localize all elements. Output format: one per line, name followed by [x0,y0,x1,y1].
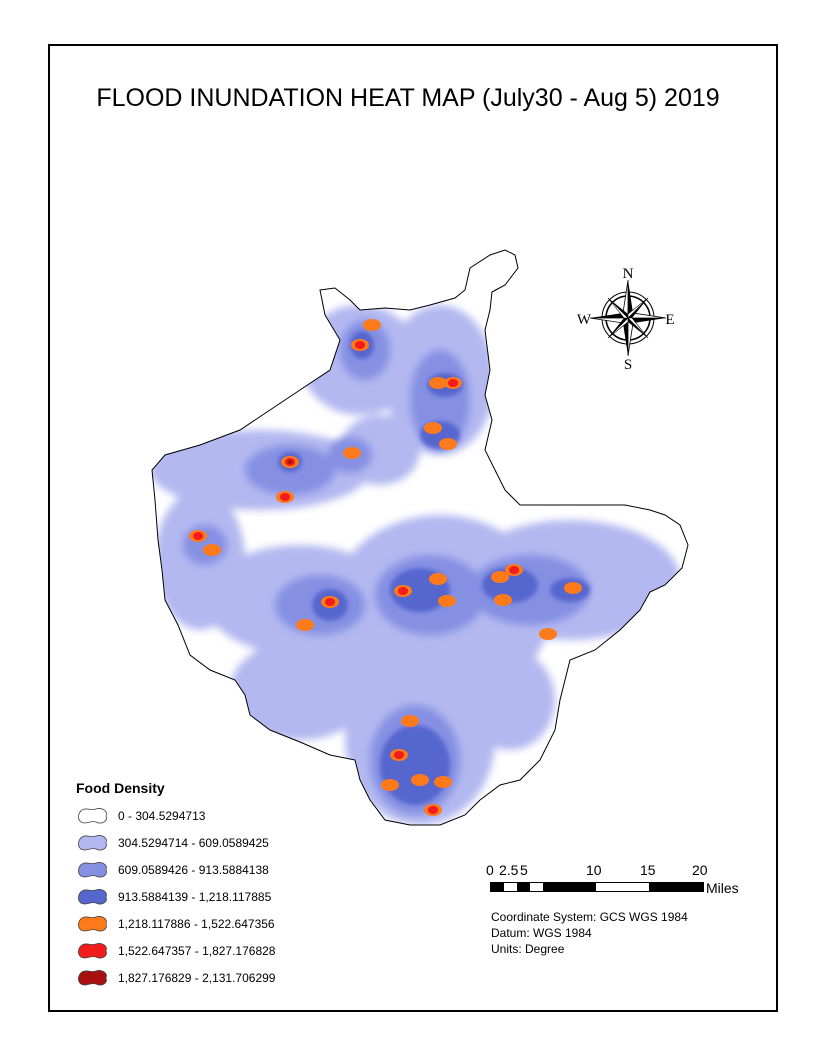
legend-swatch [78,942,107,958]
hotspot [439,438,457,450]
units: Units: Degree [491,942,565,956]
scale-tick-label: 5 [520,862,528,878]
scale-tick-label: 15 [640,862,656,878]
coordinate-system: Coordinate System: GCS WGS 1984 [491,910,688,924]
legend-label: 1,522.647357 - 1,827.176828 [118,943,276,958]
legend-label: 0 - 304.5294713 [118,808,206,823]
hotspot [429,573,447,585]
legend-item: 913.5884139 - 1,218.117885 [76,883,275,910]
legend: Food Density 0 - 304.5294713 304.5294714 … [76,780,275,991]
legend-label: 304.5294714 - 609.0589425 [118,835,269,850]
hotspot [351,339,369,351]
hotspot [390,749,408,761]
compass-west-label: W [577,312,592,328]
scale-unit: Miles [706,880,739,896]
legend-label: 609.0589426 - 913.5884138 [118,862,269,877]
hotspot [381,779,399,791]
flood-region [151,249,689,826]
hotspot [363,319,381,331]
legend-item: 1,218.117886 - 1,522.647356 [76,910,275,937]
map-frame [48,44,778,1012]
compass-rose: N S E W [577,266,675,373]
legend-swatch [78,888,107,904]
hotspot [539,628,557,640]
datum: Datum: WGS 1984 [491,926,592,940]
hotspot [424,422,442,434]
hotspot [444,377,462,389]
hotspot [203,544,221,556]
legend-swatch [78,834,107,850]
compass-north-label: N [623,266,634,282]
legend-item: 0 - 304.5294713 [76,802,275,829]
legend-title: Food Density [76,780,165,796]
compass-east-label: E [665,312,674,328]
legend-item: 1,827.176829 - 2,131.706299 [76,964,275,991]
hotspot [189,530,207,542]
scale-bar-graphic [490,882,704,892]
hotspot [394,585,412,597]
map-info: Coordinate System: GCS WGS 1984 Datum: W… [491,909,688,957]
legend-label: 913.5884139 - 1,218.117885 [118,889,272,904]
scale-bar: 0 2.5 5 10 15 20 Miles [486,862,739,896]
legend-label: 1,827.176829 - 2,131.706299 [118,970,276,985]
scale-tick-label: 20 [692,862,708,878]
region-outline [151,249,689,826]
hotspot [424,804,442,816]
scale-tick-label: 2.5 [499,862,519,878]
scale-tick-label: 10 [586,862,602,878]
hotspot [276,491,294,503]
legend-items: 0 - 304.5294713 304.5294714 - 609.0589425… [76,802,275,991]
legend-item: 609.0589426 - 913.5884138 [76,856,275,883]
legend-swatch [78,969,107,985]
legend-label: 1,218.117886 - 1,522.647356 [118,916,275,931]
scale-tick-label: 0 [486,862,494,878]
hotspot [434,776,452,788]
hotspot [505,564,523,576]
hotspot [343,447,361,459]
hotspot [494,594,512,606]
hotspot [491,571,509,583]
legend-item: 304.5294714 - 609.0589425 [76,829,275,856]
hotspot-group [189,319,582,816]
map-title: FLOOD INUNDATION HEAT MAP (July30 - Aug … [96,84,720,112]
hotspot [296,619,314,631]
hotspot [429,377,447,389]
scale-tick-labels: 0 2.5 5 10 15 20 [486,862,708,880]
legend-swatch [78,915,107,931]
compass-south-label: S [624,357,632,373]
hotspot [564,582,582,594]
hotspot [438,595,456,607]
hotspot [281,456,299,468]
legend-swatch [78,861,107,877]
hotspot [401,715,419,727]
density-layer [152,305,680,825]
hotspot [321,596,339,608]
legend-item: 1,522.647357 - 1,827.176828 [76,937,275,964]
hotspot [411,774,429,786]
legend-swatch [78,807,107,823]
